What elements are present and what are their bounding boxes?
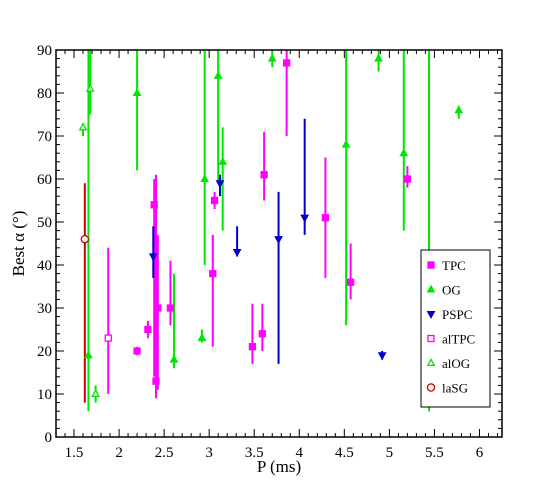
alog-data-point [91,389,101,398]
tpc-data-point [144,325,152,334]
y-tick-label: 30 [37,301,52,317]
y-tick-label: 20 [37,344,52,360]
x-tick-label: 6 [476,445,484,461]
legend-marker-lasg [426,383,436,392]
data-markers [78,53,464,398]
og-data-point [197,333,207,342]
y-tick-label: 50 [37,215,52,231]
y-tick-label: 10 [37,387,52,403]
pspc-data-point [232,249,242,258]
og-data-point [213,70,223,79]
tpc-data-point [152,377,160,385]
legend-marker-pspc [426,310,436,319]
x-tick-label: 1.5 [65,445,84,461]
tpc-data-point [321,214,330,222]
y-tick-label: 40 [37,258,52,274]
y-axis-title: Best α (°) [9,211,28,277]
alog-data-point [78,122,88,131]
pspc-data-point [148,253,158,262]
tpc-data-point [248,343,257,351]
og-data-point [132,88,142,97]
x-tick-labels: 1.5 2 2.5 3 3.5 4 4.5 5 5.5 6 [65,445,484,461]
legend-label-lasg: laSG [442,381,468,396]
og-data-point [341,139,351,148]
pspc-data-point [215,180,225,189]
og-data-point [454,105,464,114]
og-data-point [374,53,383,62]
y-tick-label: 0 [45,430,53,446]
og-data-point [267,53,277,62]
legend: TPC OG PSPC alTPC alOG laSG [420,249,491,408]
legend-label-tpc: TPC [442,258,466,273]
tpc-data-point [150,201,158,209]
plot-frame [55,49,503,438]
pspc-data-point [274,236,283,245]
tpc-data-point [260,171,268,179]
x-tick-label: 4 [296,445,304,461]
tpc-data-point [210,196,219,205]
x-tick-label: 2.5 [155,445,174,461]
y-tick-label: 60 [37,172,52,188]
altpc-data-point [104,334,112,342]
x-axis-title: P (ms) [257,457,301,476]
tpc-data-point [133,347,141,355]
og-data-point [169,354,179,363]
x-tick-label: 3.5 [245,445,264,461]
og-data-point [218,156,228,165]
legend-box [420,249,491,408]
y-tick-label: 90 [37,43,52,59]
tpc-data-point [283,59,291,67]
x-tick-label: 4.5 [335,445,354,461]
y-tick-labels: 0 10 20 30 40 50 60 70 80 90 [37,43,52,446]
x-tick-label: 3 [205,445,213,461]
og-data-point [84,350,93,359]
legend-marker-og [426,284,436,293]
y-tick-label: 80 [37,86,52,102]
alog-data-point [85,83,95,92]
legend-marker-alog [426,358,436,367]
legend-label-alog: alOG [442,356,470,371]
tpc-data-point [154,304,162,312]
og-data-point [200,174,210,183]
tpc-data-point [209,269,217,278]
legend-label-pspc: PSPC [442,307,472,322]
legend-marker-altpc [427,334,435,343]
x-tick-label: 5.5 [425,445,444,461]
tpc-data-point [346,278,355,286]
legend-marker-tpc [427,261,435,269]
error-bars [82,50,460,412]
tpc-data-point [258,330,266,338]
lasg-data-point [80,234,90,244]
legend-label-og: OG [442,283,461,298]
x-tick-label: 2 [115,445,123,461]
legend-label-altpc: alTPC [442,332,475,347]
x-tick-label: 5 [386,445,394,461]
og-data-point [399,148,409,157]
tpc-data-point [403,175,412,183]
tpc-data-point [166,304,175,312]
pspc-data-point [300,214,310,223]
y-tick-label: 70 [37,129,52,145]
pspc-data-point [377,352,387,361]
